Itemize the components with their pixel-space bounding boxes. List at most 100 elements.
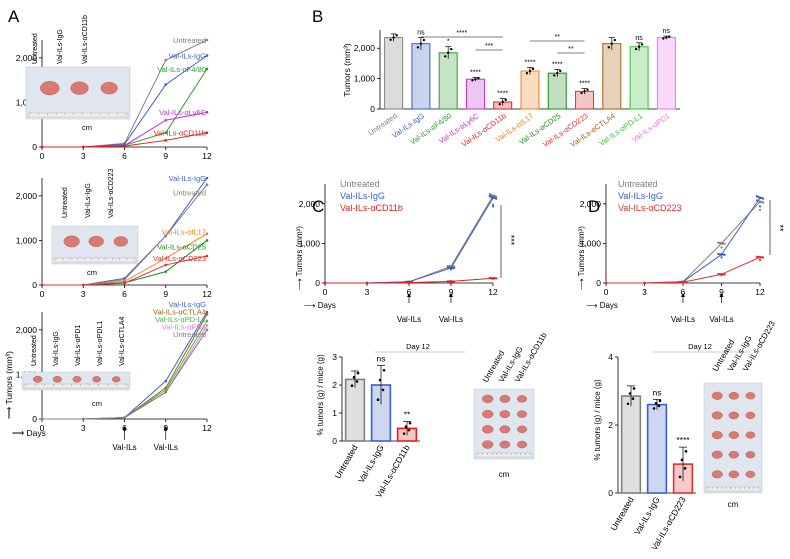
bracket-label: ** [555,34,561,41]
significance-label: **** [676,435,690,445]
x-tick-label: 6 [407,287,412,297]
tumor-sample [92,376,101,383]
data-point [164,83,168,86]
series-label-untreated: Untreated [173,189,206,198]
data-point [81,145,85,149]
tumor-sample [52,375,62,383]
replicate-point [477,76,480,80]
treatment-label: Val-ILs [709,315,733,324]
replicate-point [718,241,722,245]
replicate-point [662,37,665,40]
significance-label: ns [377,353,386,363]
tumor-sample [516,425,528,434]
data-point [40,283,44,287]
replicate-point [758,258,762,261]
y-axis-title: % tumors (g) / mice (g) [593,379,602,461]
arrow-head [163,426,168,430]
y-tick-label: 0 [370,104,375,114]
tumor-sample [745,411,756,419]
series-label-cd223: Val-ILs-αCD223 [153,254,206,263]
cm-label: cm [499,470,510,479]
replicate-point [607,46,611,49]
replicate-point [446,280,449,283]
replicate-point [495,195,498,198]
tumor-sample [711,391,723,400]
ruler [27,112,129,118]
photo-label: Val-ILs-αPD1 [75,325,82,366]
replicate-point [407,428,411,432]
replicate-point [637,45,641,48]
replicate-point [448,280,451,283]
significance-label: **** [579,81,590,88]
series-label-cd11b: Val-ILs-αCD11b [154,129,206,138]
series-label-il17: Val-ILs-αIL17 [162,228,206,237]
bracket-label: **** [456,30,467,37]
panel-letter-B: B [312,7,323,26]
category-label-untreated: Untreated [332,443,359,481]
bar-pdl1 [629,46,649,110]
replicate-point [758,208,762,212]
photo-label: Val-ILs-αCD223 [108,168,115,218]
legend-untreated: Untreated [618,179,658,189]
tumor-photo-A3 [21,371,131,391]
tumor-sample [482,394,494,404]
replicate-point [723,242,726,245]
legend-cd11b: Val-ILs-αCD11b [340,203,403,213]
replicate-point [583,90,586,93]
replicate-point [762,197,765,200]
tumor-sample [113,236,128,247]
series-label-f480: Val-ILs-αF4/80 [157,65,206,74]
y-tick-label: 2,000 [354,43,376,53]
cm-label: cm [728,500,739,509]
data-point [205,324,209,327]
replicate-point [531,67,535,71]
data-point [205,310,209,314]
replicate-point [657,404,661,408]
replicate-point [678,475,682,479]
significance-label: ns [653,388,662,398]
x-tick-label: 12 [202,289,212,299]
replicate-point [757,255,760,259]
x-tick-label: 0 [40,423,45,433]
replicate-point [449,47,453,51]
tumor-sample [516,440,528,449]
data-point [164,118,168,122]
tumor-sample [728,431,740,439]
data-point [123,278,126,281]
data-point [164,131,168,135]
arrow-head [681,293,685,297]
data-point [164,390,168,394]
tumor-sample [728,470,740,479]
replicate-point [758,205,762,208]
replicate-point [488,277,491,280]
significance-label: **** [470,69,481,76]
bar-cd25 [547,72,567,110]
panel-letter-D: D [588,197,600,216]
tumor-sample [72,376,82,383]
panel-letter-C: C [312,197,324,216]
replicate-point [658,399,662,403]
data-point [205,131,209,135]
chart-D_line: 0 1,000 2,000 0 3 6 9 12 [580,184,765,297]
data-point [164,256,168,260]
tumor-sample [112,376,121,383]
replicate-point [668,35,671,38]
tumor-sample [499,440,511,449]
data-point [81,417,85,421]
tumor-sample [516,410,528,418]
series-label-pd1: Val-ILs-αPD1 [162,323,206,332]
replicate-point [402,432,406,435]
replicate-point [718,273,722,276]
y-axis-title: Tumors (mm³) [342,43,352,97]
tumor-sample [70,81,89,95]
x-tick-label: 3 [365,287,370,297]
series-label-igg: Val-ILs-IgG [169,52,207,61]
replicate-point [389,38,392,41]
significance-label: **** [497,90,508,97]
replicate-point [453,267,456,270]
tumor-sample [63,235,80,248]
series-label-ctla4: Val-ILs-αCTLA4 [153,308,206,317]
chart-title: Day 12 [406,342,430,351]
cm-label: cm [87,268,97,277]
